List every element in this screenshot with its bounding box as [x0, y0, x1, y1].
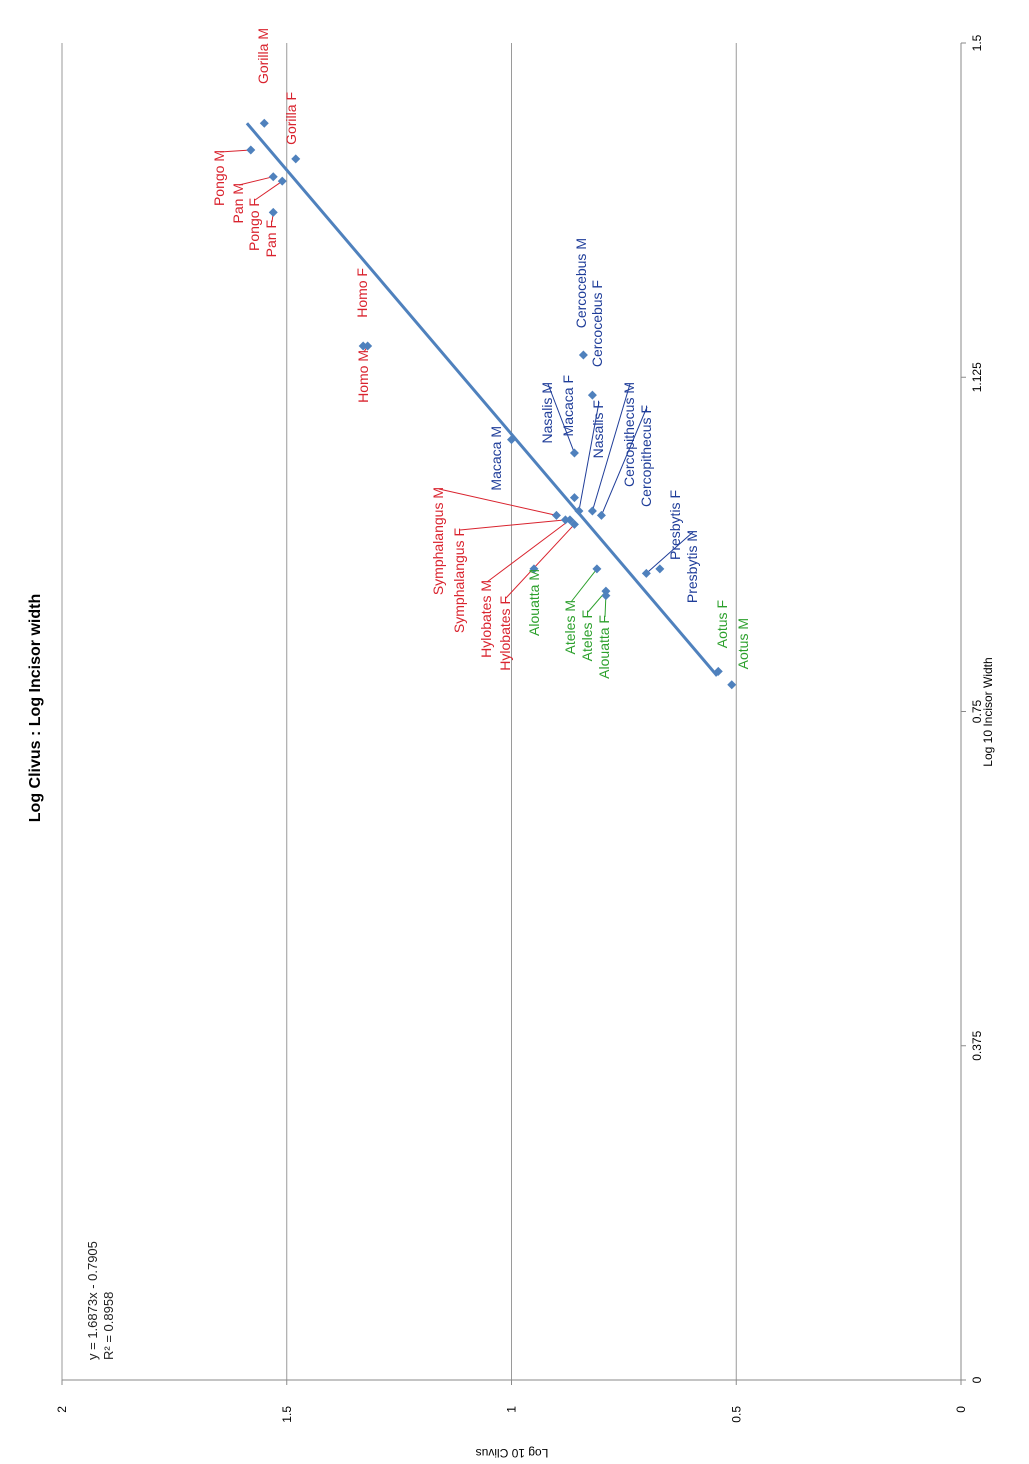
- x-tick-label: 1.125: [970, 362, 984, 392]
- data-points: [246, 118, 737, 690]
- x-tick-label: 0.75: [970, 699, 984, 723]
- y-tick-label: 1.5: [280, 1406, 294, 1423]
- point-label: Gorilla M: [255, 28, 271, 84]
- point-label: Ateles F: [579, 610, 595, 661]
- point-label: Hylobates M: [478, 580, 494, 658]
- data-point: [587, 506, 597, 516]
- data-point: [246, 145, 256, 155]
- data-point: [259, 118, 269, 128]
- leader-lines: [219, 149, 694, 618]
- point-label: Symphalangus F: [451, 528, 467, 633]
- point-label: Pongo M: [211, 150, 227, 206]
- leader-line: [219, 149, 251, 153]
- y-tick-label: 0: [954, 1406, 968, 1413]
- data-point: [551, 510, 561, 520]
- data-point: [569, 519, 579, 529]
- point-label: Cercopithecus M: [621, 382, 637, 487]
- data-point: [592, 564, 602, 574]
- point-labels: Gorilla M Gorilla F Pongo M Pan M Pongo F Pan…: [211, 28, 751, 679]
- point-label: Nasalis F: [590, 400, 606, 458]
- data-point: [569, 493, 579, 503]
- gridlines: [61, 43, 737, 1380]
- x-tick-label: 0: [970, 1376, 984, 1383]
- point-label: Pan M: [230, 183, 246, 223]
- data-point: [569, 448, 579, 458]
- data-point: [596, 510, 606, 520]
- axes: [61, 42, 966, 1385]
- leader-line: [438, 488, 557, 516]
- data-point: [578, 350, 588, 360]
- point-label: Cercopithecus F: [638, 405, 654, 507]
- leader-line: [578, 401, 600, 512]
- y-axis-label: Log 10 Clivus: [476, 1446, 549, 1459]
- leader-line: [591, 383, 631, 512]
- trendline: [245, 122, 719, 677]
- point-label: Aotus M: [735, 618, 751, 669]
- data-point: [713, 666, 723, 676]
- data-point: [641, 568, 651, 578]
- data-point: [507, 435, 516, 445]
- point-label: Pongo F: [246, 198, 262, 251]
- point-label: Symphalangus M: [430, 487, 446, 595]
- leader-line: [600, 406, 648, 516]
- data-point: [358, 341, 368, 351]
- leader-line: [646, 531, 694, 574]
- y-tick-label: 2: [55, 1406, 69, 1413]
- data-point: [601, 591, 611, 601]
- trendline-group: [245, 122, 719, 677]
- tick-labels: 0 0.5 1 1.5 2 0 0.375 0.75 1.125 1.5: [55, 34, 984, 1422]
- data-point: [587, 390, 597, 400]
- leader-line: [459, 519, 566, 531]
- point-label: Hylobates F: [497, 596, 513, 671]
- point-label: Cercocebus M: [573, 238, 589, 328]
- leader-line: [238, 176, 274, 186]
- point-label: Pan F: [263, 220, 279, 257]
- point-label: Alouatta F: [596, 615, 612, 679]
- leader-line: [254, 180, 283, 201]
- point-label: Macaca M: [488, 426, 504, 491]
- leader-line: [570, 568, 598, 603]
- point-label: Gorilla F: [283, 92, 299, 145]
- data-point: [291, 154, 301, 164]
- data-point: [277, 176, 287, 186]
- point-label: Homo F: [354, 268, 370, 318]
- data-point: [574, 506, 584, 516]
- point-label: Homo M: [355, 350, 371, 403]
- trendline-r-squared: R² = 0.8958: [101, 1292, 116, 1360]
- point-label: Cercocebus F: [589, 280, 605, 367]
- point-label: Aotus F: [714, 600, 730, 648]
- x-tick-label: 0.375: [970, 1030, 984, 1060]
- point-label: Presbytis F: [667, 490, 683, 560]
- trendline-equation: y = 1.6873x - 0.7905: [85, 1241, 100, 1360]
- data-point: [268, 207, 278, 217]
- x-axis-label: Log 10 Incisor Width: [981, 657, 995, 766]
- leader-line: [486, 519, 571, 583]
- data-point: [655, 564, 665, 574]
- leader-line: [547, 383, 575, 454]
- y-tick-label: 1: [505, 1406, 519, 1413]
- point-label: Ateles M: [562, 600, 578, 654]
- point-label: Alouatta M: [526, 569, 542, 636]
- x-tick-label: 1.5: [970, 34, 984, 51]
- point-label: Macaca F: [560, 375, 576, 436]
- y-tick-label: 0.5: [729, 1406, 743, 1423]
- data-point: [268, 172, 278, 182]
- point-label: Presbytis M: [684, 530, 700, 603]
- data-point: [529, 564, 539, 574]
- chart-title: Log Clivus : Log Incisor width: [27, 594, 44, 822]
- data-point: [727, 680, 737, 690]
- leader-line: [505, 523, 575, 599]
- point-label: Nasalis M: [539, 382, 555, 443]
